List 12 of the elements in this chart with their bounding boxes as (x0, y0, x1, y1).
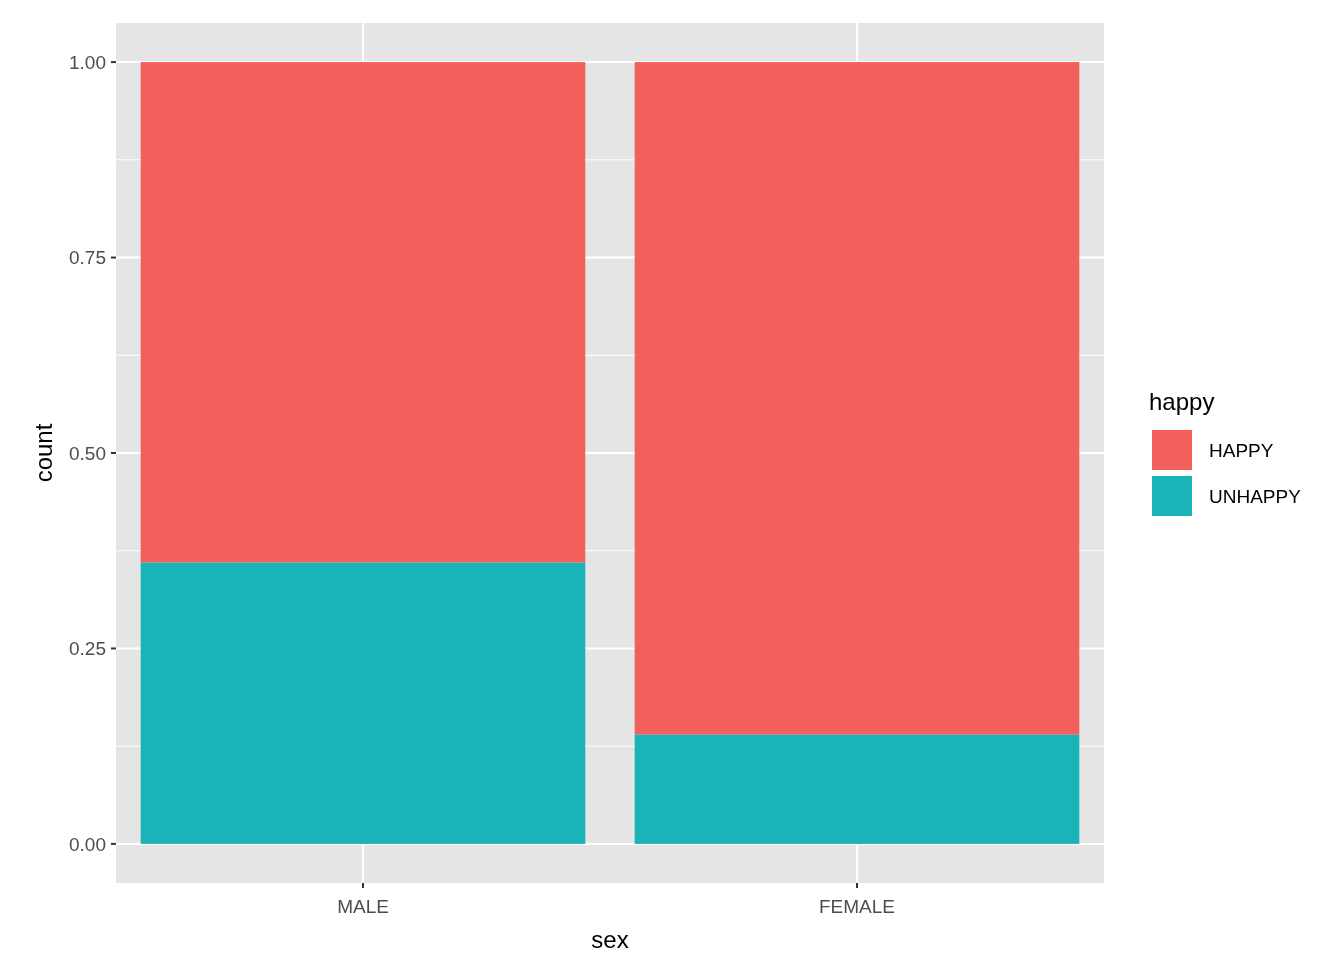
y-tick-label: 0.00 (69, 833, 106, 855)
x-axis-title: sex (591, 926, 629, 953)
y-tick-label: 0.50 (69, 442, 106, 464)
legend-title: happy (1149, 388, 1215, 415)
y-axis-title: count (30, 423, 57, 483)
legend-label: UNHAPPY (1209, 485, 1302, 507)
x-tick-label: MALE (337, 896, 389, 917)
x-tick-label: FEMALE (818, 896, 896, 917)
y-tick-label: 0.75 (69, 247, 106, 269)
legend-label: HAPPY (1209, 439, 1274, 461)
y-tick-label: 1.00 (69, 51, 106, 73)
y-tick-label: 0.25 (69, 638, 106, 660)
